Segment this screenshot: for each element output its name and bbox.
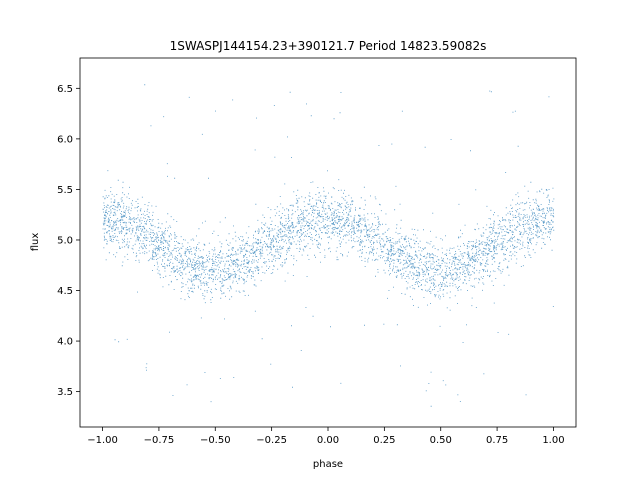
x-tick-label: 0.75 — [486, 435, 508, 446]
x-tick-label: 0.50 — [430, 435, 452, 446]
y-tick-label: 5.0 — [57, 235, 73, 246]
y-tick-label: 6.5 — [57, 84, 73, 95]
y-tick-label: 3.5 — [57, 387, 73, 398]
y-tick-label: 6.0 — [57, 134, 73, 145]
y-tick-label: 4.5 — [57, 286, 73, 297]
x-tick-label: −0.25 — [256, 435, 287, 446]
y-tick-label: 5.5 — [57, 185, 73, 196]
data-points — [102, 84, 555, 407]
x-axis-label: phase — [313, 459, 343, 470]
chart-title: 1SWASPJ144154.23+390121.7 Period 14823.5… — [170, 39, 487, 53]
x-tick-label: −1.00 — [87, 435, 118, 446]
x-tick-label: −0.75 — [144, 435, 175, 446]
x-tick-label: 1.00 — [542, 435, 564, 446]
x-tick-label: −0.50 — [200, 435, 231, 446]
x-tick-label: 0.00 — [317, 435, 339, 446]
scatter-points — [102, 84, 555, 407]
x-tick-label: 0.25 — [373, 435, 395, 446]
y-axis: 3.5 4.0 4.5 5.0 5.5 6.0 6.5 — [57, 84, 80, 398]
y-tick-label: 4.0 — [57, 337, 73, 348]
y-axis-label: flux — [30, 233, 41, 252]
x-axis: −1.00 −0.75 −0.50 −0.25 0.00 0.25 0.50 0.75 1.00 — [87, 427, 565, 446]
